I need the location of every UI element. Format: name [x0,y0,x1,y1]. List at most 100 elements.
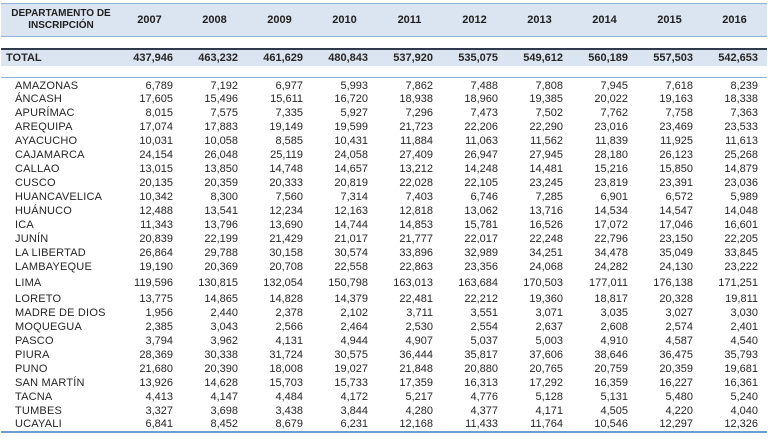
value-cell: 8,452 [182,418,247,433]
value-cell: 36,475 [659,349,693,361]
value-cell: 3,035 [600,307,628,319]
department-label: UCAYALI [1,418,117,433]
table-row: JUNÍN 20,839 22,199 21,429 21,017 21,777 22,01… [1,232,767,246]
value-cell: 11,613 [725,135,758,147]
value-cell: 14,744 [334,219,368,231]
value-cell: 23,150 [659,233,693,245]
value-cell: 22,558 [334,261,368,273]
value-cell: 11,925 [660,135,693,147]
value-cell: 16,359 [594,377,628,389]
value-cell: 15,216 [594,163,628,175]
value-cell: 10,058 [204,135,238,147]
value-cell: 19,385 [529,93,563,105]
value-cell: 17,292 [529,377,563,389]
value-cell: 4,505 [600,405,628,417]
value-cell: 10,342 [139,191,173,203]
value-cell: 2,574 [665,321,693,333]
department-label: TUMBES [15,405,63,417]
value-cell: 14,048 [724,205,758,217]
value-cell: 4,377 [470,405,498,417]
value-cell: 1,956 [145,307,173,319]
value-cell: 26,123 [659,149,693,161]
value-cell: 163,684 [458,277,498,289]
value-cell: 3,844 [340,405,368,417]
department-label: HUANCAVELICA [15,191,103,203]
value-cell: 5,993 [312,77,377,92]
total-value: 542,653 [702,47,767,66]
value-cell: 19,163 [659,93,693,105]
value-cell: 30,575 [334,349,368,361]
value-cell: 19,027 [334,363,368,375]
value-cell: 8,300 [210,191,238,203]
value-cell: 2,530 [405,321,433,333]
column-header-year: 2010 [312,3,377,37]
department-label: CAJAMARCA [15,149,85,161]
table-row: LIMA 119,596 130,815 132,054 150,798 163,013 1… [1,274,767,292]
value-cell: 20,880 [464,363,498,375]
value-cell: 12,163 [334,205,368,217]
value-cell: 4,220 [665,405,693,417]
table-row: LAMBAYEQUE 19,190 20,369 20,708 22,558 22,863… [1,260,767,274]
value-cell: 6,901 [600,191,628,203]
value-cell: 2,102 [340,307,368,319]
value-cell: 21,429 [269,233,303,245]
department-label: PASCO [15,335,54,347]
value-cell: 11,764 [507,418,572,433]
department-label: TACNA [15,391,53,403]
value-cell: 3,030 [730,307,758,319]
spacer-row [1,65,767,78]
value-cell: 22,017 [464,233,498,245]
value-cell: 34,251 [529,247,563,259]
header-line-2: INSCRIPCIÓN [28,20,94,31]
table-row: SAN MARTÍN 13,926 14,628 15,703 15,733 17,359… [1,376,767,390]
value-cell: 23,391 [659,177,693,189]
value-cell: 35,817 [464,349,498,361]
value-cell: 2,385 [145,321,173,333]
value-cell: 20,022 [594,93,628,105]
value-cell: 23,036 [724,177,758,189]
table-row: TUMBES 3,327 3,698 3,438 3,844 4,280 4,377 4,17… [1,404,767,418]
department-label: AYACUCHO [15,135,78,147]
value-cell: 7,575 [210,107,238,119]
value-cell: 171,251 [718,277,758,289]
inscription-table: DEPARTAMENTO DE INSCRIPCIÓN 2007 2008 2009… [1,3,767,433]
value-cell: 6,841 [117,418,182,433]
value-cell: 12,818 [399,205,433,217]
total-label: TOTAL [1,47,117,66]
column-header-year: 2015 [637,3,702,37]
value-cell: 3,327 [145,405,173,417]
column-header-year: 2007 [117,3,182,37]
value-cell: 6,231 [312,418,377,433]
value-cell: 2,566 [275,321,303,333]
column-header-year: 2012 [442,3,507,37]
value-cell: 20,359 [204,177,238,189]
value-cell: 3,794 [145,335,173,347]
total-value: 535,075 [442,47,507,66]
value-cell: 163,013 [393,277,433,289]
table-row: LORETO 13,775 14,865 14,828 14,379 22,481 22,2… [1,292,767,306]
value-cell: 8,679 [247,418,312,433]
value-cell: 5,480 [665,391,693,403]
table-row: LA LIBERTAD 26,864 29,788 30,158 30,574 33,89… [1,246,767,260]
value-cell: 23,356 [464,261,498,273]
value-cell: 20,765 [529,363,563,375]
value-cell: 19,190 [139,261,173,273]
value-cell: 7,618 [637,77,702,92]
total-value: 463,232 [182,47,247,66]
value-cell: 2,440 [210,307,238,319]
value-cell: 20,819 [334,177,368,189]
value-cell: 33,845 [724,247,758,259]
value-cell: 20,390 [204,363,238,375]
value-cell: 14,379 [334,293,368,305]
value-cell: 2,554 [470,321,498,333]
value-cell: 17,046 [659,219,693,231]
value-cell: 4,587 [665,335,693,347]
value-cell: 15,733 [334,377,368,389]
total-value: 560,189 [572,47,637,66]
value-cell: 22,863 [399,261,433,273]
value-cell: 14,879 [724,163,758,175]
value-cell: 3,438 [275,405,303,417]
value-cell: 23,819 [594,177,628,189]
value-cell: 31,724 [269,349,303,361]
value-cell: 8,239 [702,77,767,92]
